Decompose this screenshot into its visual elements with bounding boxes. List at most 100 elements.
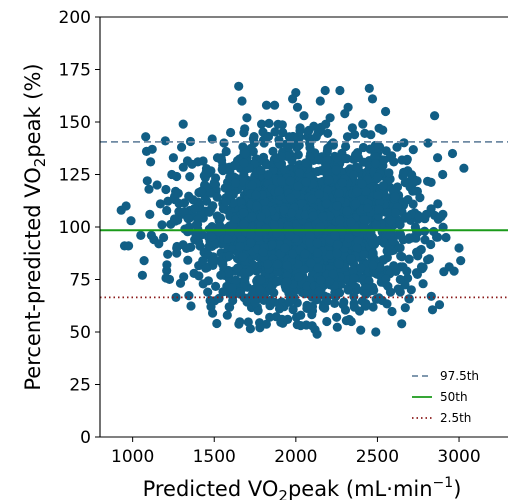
data-point bbox=[379, 155, 389, 165]
data-point bbox=[372, 172, 383, 182]
data-point bbox=[136, 230, 146, 240]
data-point bbox=[217, 164, 227, 174]
data-point bbox=[167, 169, 177, 180]
data-point bbox=[214, 226, 224, 237]
data-point bbox=[285, 176, 295, 186]
data-point bbox=[449, 266, 459, 276]
data-point bbox=[247, 180, 257, 190]
data-point bbox=[300, 210, 310, 220]
data-point bbox=[191, 220, 201, 230]
data-point bbox=[352, 148, 363, 158]
data-point bbox=[374, 204, 384, 214]
data-point bbox=[385, 287, 396, 297]
data-point bbox=[155, 199, 165, 209]
data-point bbox=[359, 215, 369, 225]
data-point bbox=[230, 178, 241, 188]
data-point bbox=[333, 240, 343, 250]
data-point bbox=[214, 293, 224, 303]
data-point bbox=[215, 213, 226, 223]
data-point bbox=[366, 130, 376, 140]
data-point bbox=[322, 316, 332, 327]
data-point bbox=[366, 230, 376, 240]
data-point bbox=[231, 275, 241, 285]
data-point bbox=[415, 193, 425, 203]
data-point bbox=[139, 256, 149, 266]
data-point bbox=[404, 234, 414, 244]
data-point bbox=[343, 285, 353, 295]
data-point bbox=[294, 140, 304, 150]
data-point bbox=[433, 153, 443, 163]
data-point bbox=[234, 81, 244, 91]
data-point bbox=[222, 310, 232, 320]
data-point bbox=[411, 268, 422, 278]
data-point bbox=[179, 207, 189, 217]
data-point bbox=[395, 220, 405, 230]
data-point bbox=[284, 132, 294, 142]
data-point bbox=[161, 184, 171, 195]
data-point bbox=[346, 217, 356, 227]
data-point bbox=[421, 209, 431, 219]
data-point bbox=[160, 136, 170, 146]
data-point bbox=[331, 165, 341, 175]
data-point bbox=[269, 288, 279, 298]
data-point bbox=[228, 198, 238, 208]
data-point bbox=[325, 211, 335, 221]
data-point bbox=[302, 302, 312, 312]
data-point bbox=[240, 148, 250, 159]
data-point bbox=[430, 111, 440, 121]
data-point bbox=[325, 250, 335, 260]
data-point bbox=[256, 165, 266, 175]
data-point bbox=[332, 201, 342, 211]
data-point bbox=[258, 247, 268, 257]
data-point bbox=[196, 186, 206, 196]
data-point bbox=[293, 181, 303, 191]
data-point bbox=[225, 302, 235, 312]
data-point bbox=[397, 319, 407, 329]
data-point bbox=[426, 291, 436, 301]
data-point bbox=[352, 187, 363, 197]
data-point bbox=[194, 271, 204, 281]
data-point bbox=[393, 284, 403, 294]
data-point bbox=[242, 297, 252, 307]
data-point bbox=[312, 329, 322, 339]
data-point bbox=[408, 199, 418, 209]
data-point bbox=[272, 259, 282, 269]
data-point bbox=[204, 224, 214, 234]
data-point bbox=[354, 306, 365, 316]
data-point bbox=[185, 172, 195, 182]
data-point bbox=[276, 151, 286, 161]
y-tick-label: 75 bbox=[69, 271, 91, 291]
data-point bbox=[350, 130, 360, 140]
data-point bbox=[411, 233, 421, 243]
data-point bbox=[387, 306, 397, 317]
data-point bbox=[351, 199, 361, 209]
data-point bbox=[343, 102, 353, 112]
data-point bbox=[414, 212, 424, 222]
data-point bbox=[330, 230, 340, 241]
data-point bbox=[137, 270, 147, 280]
y-axis-title: Percent-predicted VO2peak (%) bbox=[21, 63, 49, 390]
data-point bbox=[325, 113, 335, 123]
data-point bbox=[315, 222, 325, 232]
data-point bbox=[356, 263, 366, 273]
data-point bbox=[300, 289, 310, 299]
data-point bbox=[171, 292, 181, 302]
data-point bbox=[292, 102, 303, 112]
data-point bbox=[408, 178, 418, 188]
data-point bbox=[368, 238, 378, 249]
data-point bbox=[157, 220, 167, 230]
data-point bbox=[338, 300, 348, 310]
data-point bbox=[357, 179, 367, 189]
data-point bbox=[349, 170, 359, 180]
data-point bbox=[221, 146, 231, 157]
y-tick-label: 150 bbox=[59, 113, 91, 133]
data-point bbox=[361, 289, 371, 299]
data-point bbox=[189, 203, 200, 214]
data-point bbox=[346, 316, 356, 327]
data-point bbox=[294, 168, 305, 178]
data-point bbox=[124, 241, 134, 251]
data-point bbox=[299, 265, 309, 275]
data-point bbox=[183, 255, 193, 265]
data-point bbox=[332, 312, 342, 322]
data-point bbox=[418, 262, 428, 272]
